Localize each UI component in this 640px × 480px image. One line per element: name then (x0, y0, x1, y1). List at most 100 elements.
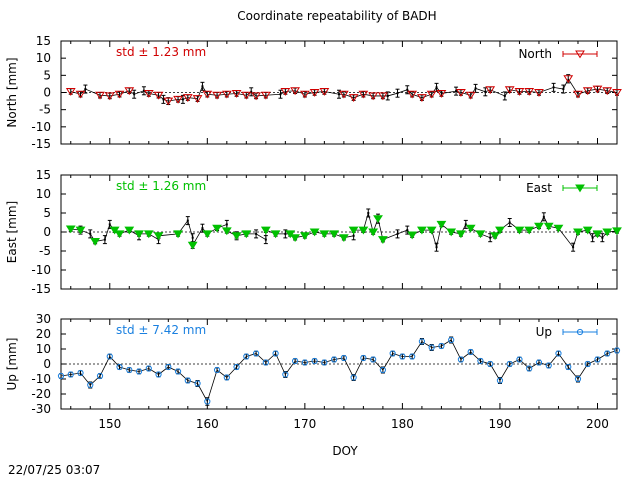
east-point (553, 224, 564, 233)
north-black-point (552, 86, 555, 89)
up-ytick-label: -10 (31, 372, 51, 386)
up-point (399, 353, 406, 360)
east-point (524, 226, 535, 235)
xtick-label: 190 (488, 417, 511, 431)
north-black-point (474, 87, 477, 90)
east-point (241, 230, 252, 239)
north-point (202, 90, 213, 99)
east-point (75, 226, 86, 235)
east-black-point (201, 227, 204, 230)
up-point (204, 398, 211, 405)
east-black-point (284, 232, 287, 235)
east-ytick-label: 15 (36, 168, 51, 182)
north-ylabel: North [mm] (5, 57, 19, 127)
east-black-point (591, 236, 594, 239)
east-point (212, 224, 222, 233)
up-ylabel: Up [mm] (5, 338, 19, 391)
north-point (485, 86, 496, 95)
north-point (417, 94, 427, 102)
east-black-point (572, 246, 575, 249)
up-point (262, 359, 269, 366)
up-point (165, 363, 172, 371)
north-point (65, 87, 76, 96)
north-point (309, 89, 320, 97)
chart-title: Coordinate repeatability of BADH (237, 9, 436, 23)
north-black-point (435, 86, 438, 89)
north-point (358, 90, 369, 99)
timestamp-label: 22/07/25 03:07 (8, 463, 100, 477)
north-black-point (386, 94, 389, 97)
up-point (389, 350, 396, 357)
east-point (426, 226, 437, 235)
xtick-label: 160 (196, 417, 219, 431)
north-legend-label: North (518, 47, 552, 61)
east-black-point (508, 221, 511, 224)
east-point (475, 230, 486, 239)
north-point (338, 90, 349, 99)
east-point (543, 222, 554, 231)
east-point (582, 226, 593, 235)
east-point (173, 230, 183, 239)
east-point (348, 226, 359, 235)
east-point (90, 238, 101, 246)
up-point (418, 338, 426, 345)
east-black-point (601, 236, 604, 239)
north-black-point (201, 85, 204, 88)
panels-group: 15 10 5 0 -5 -10 -15 North [mm] std ± 1.23 mm Nor… (5, 34, 622, 458)
east-point (290, 234, 301, 243)
north-point (173, 95, 183, 104)
north-point (368, 92, 379, 101)
east-black-point (489, 236, 492, 239)
up-point (584, 360, 591, 368)
east-point (143, 230, 154, 239)
xtick-label: 180 (391, 417, 414, 431)
north-ytick-label: -5 (39, 103, 51, 117)
up-point (184, 377, 191, 384)
north-point (612, 89, 622, 97)
east-point (373, 215, 383, 224)
east-black-point (108, 223, 111, 226)
north-black-point (142, 89, 145, 92)
east-point (299, 232, 310, 241)
up-ytick-label: 30 (36, 312, 51, 326)
north-point (153, 91, 164, 100)
east-point (602, 228, 613, 237)
up-point (604, 350, 611, 357)
up-point (67, 371, 74, 378)
up-point (155, 371, 162, 378)
east-black-point (406, 229, 409, 232)
north-point (426, 90, 437, 99)
east-panel: 15 10 5 0 -5 -10 -15 East [mm] std ± 1.26 mm East (5, 168, 622, 296)
up-point (96, 372, 104, 380)
north-point (504, 86, 515, 95)
up-ytick-label: 10 (36, 342, 51, 356)
north-point (319, 87, 330, 96)
east-point (465, 224, 476, 233)
north-point (514, 87, 525, 96)
east-point (153, 232, 164, 241)
north-point (143, 90, 154, 98)
north-point (241, 91, 252, 100)
up-point (565, 363, 572, 371)
up-point (174, 368, 182, 375)
north-ytick-label: -15 (31, 137, 51, 151)
east-black-point (435, 246, 438, 249)
east-point (456, 230, 466, 239)
north-point (75, 90, 86, 99)
up-point (370, 356, 377, 363)
east-point (114, 230, 125, 239)
up-point (350, 374, 357, 381)
north-black-point (484, 90, 487, 93)
up-point (555, 350, 562, 357)
north-ytick-label: -10 (31, 120, 51, 134)
north-point (573, 90, 583, 99)
north-black-point (455, 90, 458, 93)
up-point (331, 356, 338, 363)
east-point (514, 226, 525, 235)
north-black-point (162, 98, 165, 101)
north-black-point (503, 94, 506, 97)
up-point (292, 357, 299, 365)
north-point (114, 90, 125, 99)
north-std-annotation: std ± 1.23 mm (116, 45, 206, 59)
